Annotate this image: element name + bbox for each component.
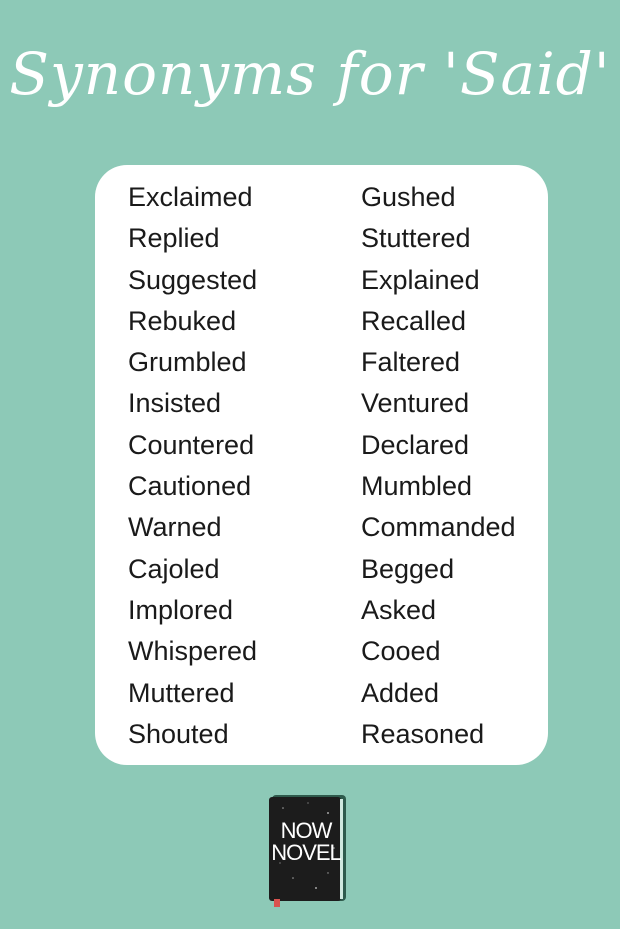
synonym-word: Ventured [361, 388, 470, 419]
now-novel-logo: NOW NOVEL [268, 793, 348, 908]
synonym-word: Mumbled [361, 471, 473, 502]
synonym-word: Warned [128, 512, 222, 543]
synonym-word: Cooed [361, 636, 441, 667]
synonym-word: Asked [361, 594, 437, 625]
synonym-word: Rebuked [128, 305, 237, 336]
synonym-word: Begged [361, 553, 455, 584]
synonym-word: Gushed [361, 182, 456, 212]
synonym-word: Implored [128, 594, 234, 625]
synonym-word: Replied [128, 223, 220, 254]
synonym-word: Cautioned [128, 471, 252, 502]
synonyms-column-right: Gushed Stuttered Explained Recalled Faltered… [361, 177, 516, 755]
synonym-word: Recalled [361, 305, 467, 336]
synonym-word: Whispered [128, 636, 258, 667]
page-title: Synonyms for 'Said' [9, 40, 611, 108]
synonym-word: Insisted [128, 388, 222, 419]
synonyms-card: Exclaimed Replied Suggested Rebuked Grumbled… [95, 165, 548, 765]
synonym-word: Muttered [128, 677, 235, 708]
synonym-word: Explained [361, 264, 480, 295]
synonym-word: Commanded [361, 512, 516, 543]
synonym-word: Added [361, 677, 440, 708]
synonym-word: Suggested [128, 264, 258, 295]
synonym-word: Exclaimed [128, 182, 253, 212]
synonym-word: Faltered [361, 347, 461, 378]
synonym-word: Grumbled [128, 347, 247, 378]
logo-text-now: NOW [280, 818, 333, 843]
book-icon [269, 795, 346, 907]
synonym-word: Stuttered [361, 223, 471, 254]
synonym-word: Cajoled [128, 553, 220, 584]
synonym-word: Declared [361, 429, 470, 460]
synonym-word: Shouted [128, 718, 229, 749]
logo-text-novel: NOVEL [271, 840, 342, 865]
synonym-word: Countered [128, 429, 255, 460]
synonym-word: Reasoned [361, 718, 485, 749]
synonyms-column-left: Exclaimed Replied Suggested Rebuked Grumbled… [128, 177, 257, 755]
